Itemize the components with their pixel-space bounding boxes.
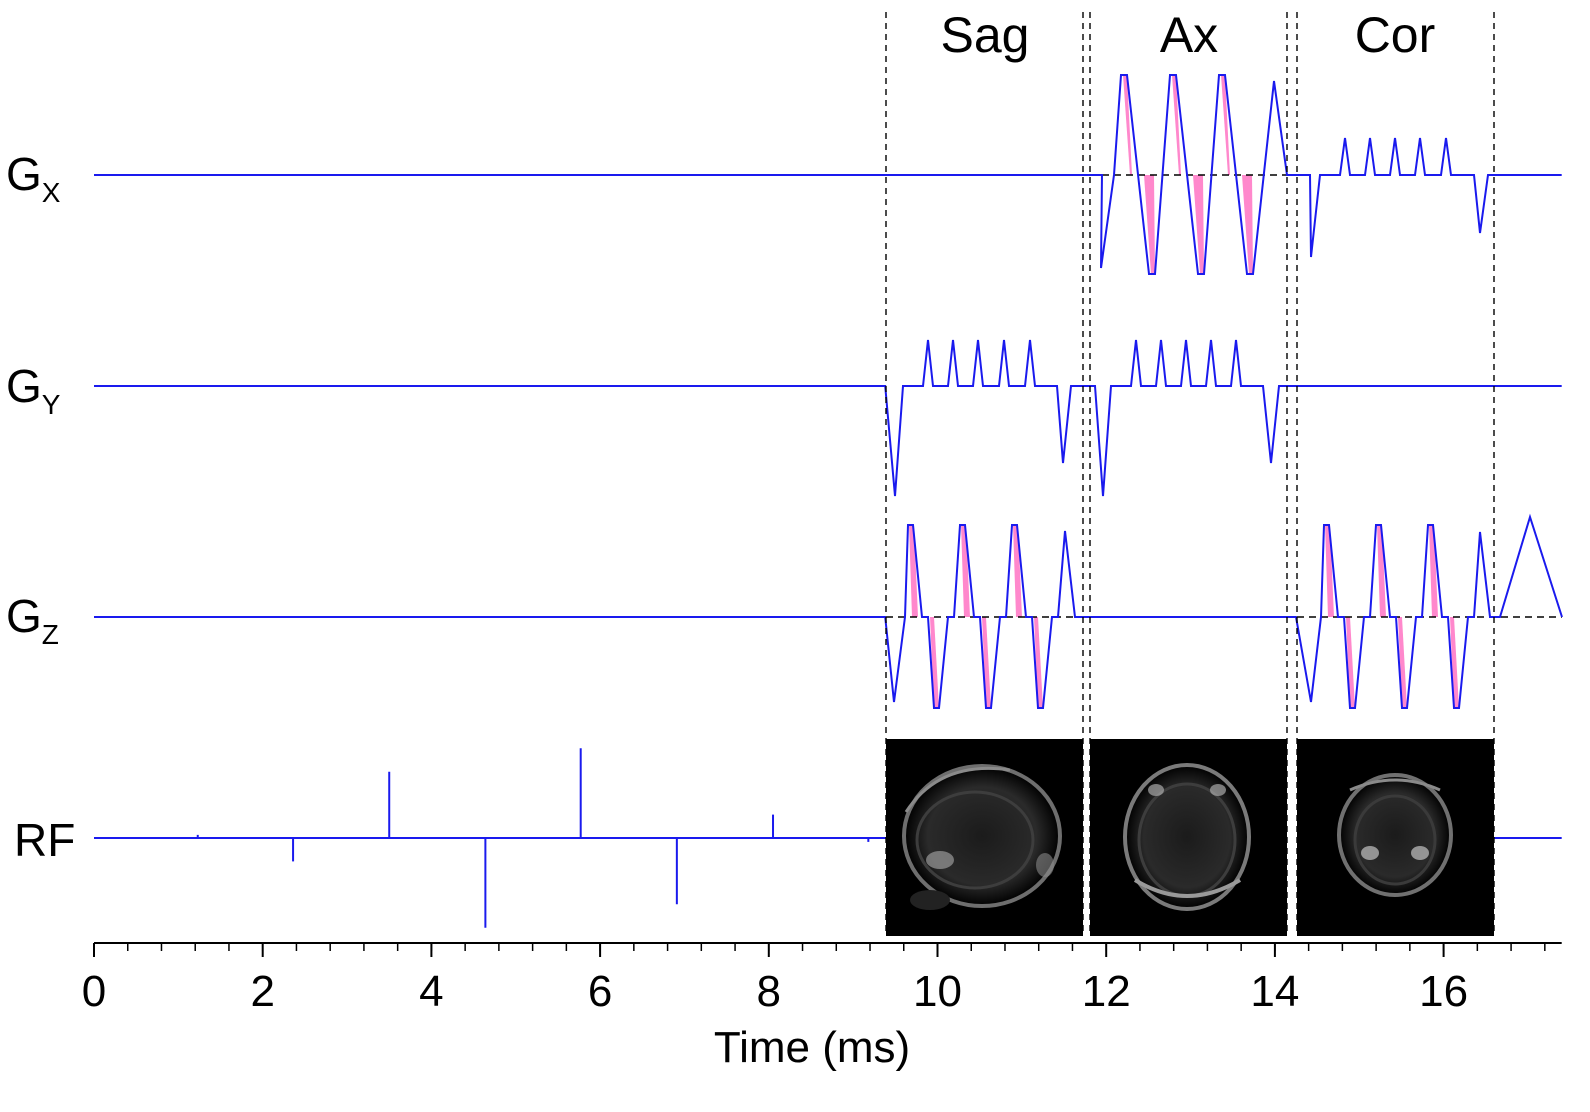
section-label-cor: Cor (1355, 7, 1436, 63)
tick-label-0: 0 (82, 967, 106, 1016)
gx-fill-down-2 (1242, 175, 1253, 274)
gz-main: G (6, 590, 42, 642)
gx-fill-down-0 (1144, 175, 1155, 274)
section-dividers (885, 12, 1495, 936)
gx-sub: X (42, 177, 61, 208)
section-label-ax: Ax (1160, 7, 1218, 63)
brain-images (886, 739, 1494, 936)
gx-fill-down-1 (1193, 175, 1204, 274)
gz-fill-down-5 (1450, 617, 1459, 708)
channel-label-gz: GZ (6, 590, 59, 650)
tick-label-6: 6 (588, 967, 612, 1016)
gx-waveform (94, 74, 1562, 275)
tick-label-4: 4 (419, 967, 443, 1016)
tick-label-12: 12 (1082, 967, 1131, 1016)
dashed-baselines (886, 174, 1562, 618)
gz-fill-down-2 (1034, 617, 1043, 708)
tick-label-14: 14 (1250, 967, 1299, 1016)
gy-main: G (6, 360, 42, 412)
gy-waveform (94, 339, 1562, 497)
gy-sub: Y (42, 389, 61, 420)
gz-fill-down-0 (930, 617, 939, 708)
coronal-brain-image (1297, 739, 1494, 936)
gz-fill-up-4 (1377, 525, 1386, 617)
gx-fill-up-2 (1221, 75, 1230, 175)
channel-label-rf: RF (14, 814, 75, 866)
sagittal-brain-image (886, 739, 1083, 936)
channel-label-gx: GX (6, 148, 61, 208)
gz-fill-up-3 (1325, 525, 1334, 617)
section-label-sag: Sag (941, 7, 1030, 63)
gz-fill-up-5 (1429, 525, 1438, 617)
gz-fill-up-0 (909, 525, 918, 617)
tick-label-16: 16 (1419, 967, 1468, 1016)
time-axis: 0 2 4 6 8 10 12 14 16 (82, 942, 1562, 1016)
channel-label-gy: GY (6, 360, 61, 420)
tick-label-2: 2 (250, 967, 274, 1016)
gz-fill-down-1 (982, 617, 991, 708)
tick-label-8: 8 (757, 967, 781, 1016)
gz-sub: Z (42, 619, 59, 650)
tick-label-10: 10 (913, 967, 962, 1016)
gx-main: G (6, 148, 42, 200)
gz-fill-down-4 (1398, 617, 1407, 708)
gz-fill-up-2 (1013, 525, 1022, 617)
x-axis-label: Time (ms) (714, 1023, 910, 1072)
axial-brain-image (1090, 739, 1287, 936)
gz-fill-up-1 (961, 525, 970, 617)
gx-fill-up-1 (1172, 75, 1181, 175)
gz-waveform (94, 513, 1563, 709)
gx-fill-up-0 (1123, 75, 1132, 175)
gradient-fill-areas (909, 75, 1459, 708)
gz-fill-down-3 (1346, 617, 1355, 708)
